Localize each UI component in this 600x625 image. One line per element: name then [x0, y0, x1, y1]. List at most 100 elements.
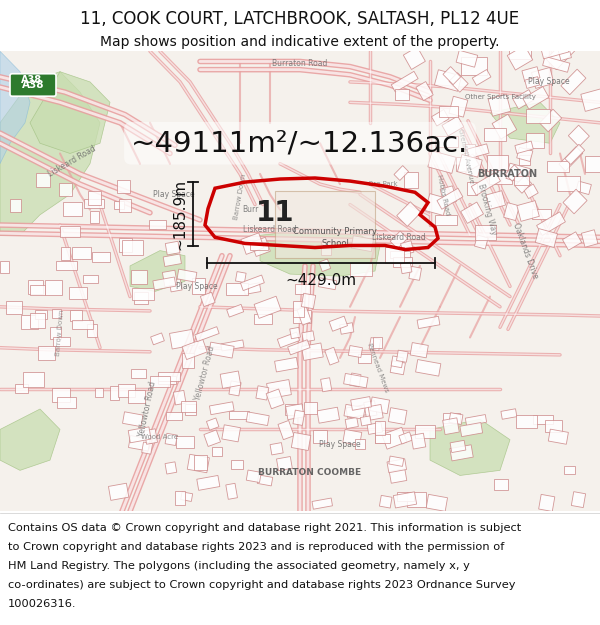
- Bar: [450, 445, 473, 461]
- Bar: [182, 339, 207, 359]
- Bar: [525, 77, 540, 88]
- Bar: [343, 429, 362, 446]
- Bar: [425, 194, 448, 216]
- Text: Play Space: Play Space: [319, 440, 361, 449]
- Bar: [229, 381, 241, 396]
- Text: Oaklands Drive: Oaklands Drive: [511, 221, 539, 280]
- Bar: [257, 475, 273, 486]
- Text: Hobbs Road: Hobbs Road: [436, 174, 450, 215]
- Bar: [368, 404, 383, 420]
- Bar: [197, 476, 220, 491]
- Bar: [507, 46, 533, 70]
- Text: Liskeard Road: Liskeard Road: [46, 144, 98, 179]
- Bar: [266, 389, 284, 409]
- Bar: [313, 430, 327, 442]
- Text: Wood Acre: Wood Acre: [142, 434, 179, 439]
- Bar: [484, 127, 506, 141]
- Bar: [329, 316, 347, 331]
- Text: Yellowtor Road: Yellowtor Road: [193, 345, 217, 402]
- Bar: [163, 270, 178, 287]
- Bar: [349, 346, 362, 358]
- Bar: [395, 89, 409, 100]
- Bar: [92, 252, 110, 262]
- Bar: [374, 421, 385, 435]
- Bar: [132, 288, 154, 299]
- Bar: [50, 328, 61, 339]
- Bar: [144, 429, 157, 444]
- Bar: [60, 226, 80, 237]
- Bar: [443, 418, 459, 434]
- Bar: [461, 202, 484, 223]
- Bar: [275, 191, 375, 258]
- Bar: [442, 116, 464, 136]
- Bar: [53, 337, 70, 346]
- Bar: [192, 278, 205, 294]
- Text: Yellowtor Road: Yellowtor Road: [137, 381, 157, 438]
- Bar: [536, 212, 565, 236]
- Bar: [221, 340, 244, 351]
- Bar: [416, 81, 433, 101]
- Bar: [392, 257, 412, 267]
- Bar: [367, 422, 383, 434]
- Bar: [318, 278, 337, 289]
- Bar: [584, 156, 600, 172]
- Bar: [23, 372, 44, 387]
- Bar: [539, 109, 562, 132]
- Bar: [293, 301, 304, 317]
- Bar: [456, 50, 478, 68]
- Bar: [251, 238, 271, 256]
- Bar: [524, 184, 538, 199]
- Bar: [158, 376, 176, 384]
- Bar: [450, 441, 466, 452]
- Bar: [389, 456, 404, 466]
- Bar: [557, 176, 580, 191]
- Bar: [301, 293, 316, 309]
- Bar: [177, 269, 197, 282]
- Bar: [325, 348, 339, 365]
- Bar: [370, 397, 389, 414]
- Bar: [181, 401, 196, 412]
- Bar: [472, 173, 500, 196]
- Bar: [547, 161, 569, 172]
- Bar: [110, 386, 119, 399]
- Bar: [465, 144, 475, 155]
- Bar: [14, 384, 28, 393]
- Bar: [449, 72, 468, 92]
- Bar: [344, 404, 365, 419]
- Bar: [364, 401, 377, 417]
- Bar: [443, 67, 461, 84]
- Bar: [394, 166, 409, 181]
- Bar: [391, 71, 418, 92]
- Bar: [59, 183, 72, 196]
- Bar: [382, 428, 407, 449]
- Bar: [388, 408, 407, 424]
- Bar: [564, 466, 575, 474]
- Bar: [390, 361, 406, 375]
- Bar: [61, 247, 70, 260]
- Bar: [514, 176, 529, 184]
- Bar: [503, 202, 520, 221]
- Bar: [394, 492, 416, 508]
- Bar: [165, 433, 177, 446]
- Bar: [292, 432, 311, 451]
- Bar: [440, 186, 457, 205]
- Bar: [158, 372, 180, 381]
- Bar: [375, 434, 390, 442]
- Bar: [266, 379, 292, 399]
- Bar: [254, 296, 281, 318]
- Bar: [246, 470, 261, 482]
- Bar: [275, 357, 298, 372]
- Bar: [545, 421, 562, 431]
- Text: Grenfell Avenue: Grenfell Avenue: [457, 127, 475, 184]
- Bar: [467, 182, 477, 194]
- Bar: [181, 492, 193, 501]
- Bar: [286, 404, 304, 419]
- Bar: [270, 442, 283, 455]
- Bar: [505, 165, 521, 181]
- Bar: [486, 191, 506, 209]
- Bar: [38, 346, 55, 360]
- Bar: [173, 391, 186, 405]
- Bar: [241, 275, 265, 291]
- Bar: [475, 235, 488, 249]
- Text: BURRATON: BURRATON: [477, 169, 537, 179]
